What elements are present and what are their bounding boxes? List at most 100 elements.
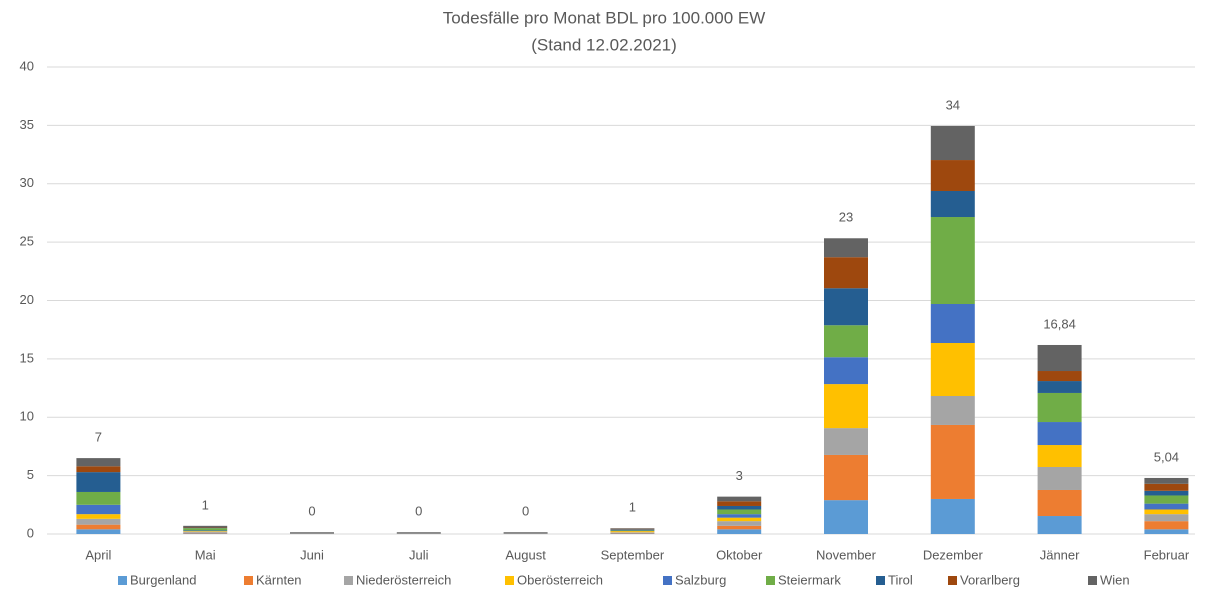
- bar-segment: [1144, 483, 1189, 491]
- total-label: 1: [629, 500, 636, 515]
- y-tick-label: 40: [20, 58, 34, 73]
- bar-segment: [183, 527, 228, 529]
- total-label: 5,04: [1154, 449, 1179, 464]
- bar-segment: [824, 500, 868, 534]
- legend-swatch: [876, 576, 885, 585]
- legend-swatch: [118, 576, 127, 585]
- bar-segment: [717, 521, 762, 526]
- chart-subtitle: (Stand 12.02.2021): [531, 35, 677, 54]
- bar-segment: [76, 524, 121, 530]
- bar-segment: [610, 529, 655, 530]
- total-label: 34: [946, 97, 960, 112]
- total-label: 0: [522, 504, 529, 519]
- bar-segment: [930, 498, 975, 534]
- y-tick-label: 15: [20, 350, 34, 365]
- x-tick-label: April: [85, 547, 111, 562]
- x-tick-label: Mai: [195, 547, 216, 562]
- y-tick-label: 10: [20, 409, 34, 424]
- bar-segment: [824, 357, 868, 385]
- bar-segment: [610, 528, 655, 530]
- bar-segment: [930, 190, 975, 218]
- bar-segment: [76, 458, 121, 467]
- bar-segment: [824, 257, 868, 289]
- legend-label: Oberösterreich: [517, 572, 603, 587]
- bar-segment: [183, 533, 228, 534]
- bar-segment: [290, 532, 334, 534]
- bar-segment: [183, 531, 228, 532]
- legend-swatch: [244, 576, 253, 585]
- bar-segment: [290, 533, 334, 534]
- bar-segment: [717, 529, 762, 534]
- legend-label: Salzburg: [675, 572, 726, 587]
- x-tick-label: November: [816, 547, 877, 562]
- bar-segment: [1144, 490, 1189, 496]
- legend-label: Niederösterreich: [356, 572, 451, 587]
- bar-segment: [1037, 381, 1082, 393]
- legend-swatch: [766, 576, 775, 585]
- bar-segment: [76, 466, 121, 473]
- bar-segment: [183, 530, 228, 532]
- legend-label: Tirol: [888, 572, 913, 587]
- bar-segment: [183, 526, 228, 528]
- bar-segment: [824, 384, 868, 429]
- x-tick-label: Juli: [409, 547, 429, 562]
- bar-segment: [1144, 514, 1189, 522]
- legend-label: Steiermark: [778, 572, 841, 587]
- bar-segment: [1037, 392, 1082, 423]
- bar-segment: [1037, 466, 1082, 490]
- bar-segment: [824, 428, 868, 455]
- bar-segment: [930, 160, 975, 191]
- bar-segment: [183, 531, 228, 533]
- bar-segment: [930, 424, 975, 499]
- bar-segment: [183, 525, 228, 527]
- total-label: 7: [95, 430, 102, 445]
- total-label: 23: [839, 210, 853, 225]
- x-tick-label: Dezember: [923, 547, 984, 562]
- bar-segment: [1144, 477, 1189, 484]
- bar-segment: [717, 514, 762, 518]
- legend-swatch: [663, 576, 672, 585]
- bar-segment: [930, 304, 975, 343]
- total-label: 16,84: [1043, 316, 1076, 331]
- bar-segment: [717, 509, 762, 515]
- legend-label: Vorarlberg: [960, 572, 1020, 587]
- bar-segment: [717, 496, 762, 502]
- x-tick-label: Juni: [300, 547, 324, 562]
- legend-label: Kärnten: [256, 572, 302, 587]
- bar-segment: [76, 491, 121, 505]
- bar-segment: [930, 125, 975, 161]
- legend-label: Burgenland: [130, 572, 197, 587]
- bar-segment: [503, 533, 548, 534]
- y-tick-label: 35: [20, 117, 34, 132]
- bar-segment: [1037, 516, 1082, 534]
- total-label: 0: [415, 504, 422, 519]
- y-tick-label: 5: [27, 467, 34, 482]
- x-tick-label: Jänner: [1040, 547, 1080, 562]
- y-tick-label: 25: [20, 234, 34, 249]
- legend-swatch: [948, 576, 957, 585]
- legend-swatch: [505, 576, 514, 585]
- chart-title: Todesfälle pro Monat BDL pro 100.000 EW: [443, 8, 766, 27]
- bar-segment: [610, 528, 655, 529]
- y-tick-label: 20: [20, 292, 34, 307]
- bar-segment: [396, 532, 441, 534]
- legend-label: Wien: [1100, 572, 1130, 587]
- bar-segment: [1037, 422, 1082, 446]
- bar-segment: [183, 528, 228, 531]
- bar-segment: [76, 529, 121, 534]
- bar-segment: [1037, 344, 1082, 372]
- total-label: 1: [202, 497, 209, 512]
- bar-segment: [1037, 489, 1082, 517]
- bar-segment: [824, 288, 868, 326]
- bar-segment: [717, 505, 762, 510]
- bar-segment: [1037, 371, 1082, 382]
- bar-segment: [76, 504, 121, 515]
- total-label: 0: [308, 504, 315, 519]
- x-tick-label: Oktober: [716, 547, 763, 562]
- bar-segment: [610, 533, 655, 534]
- bar-segment: [76, 514, 121, 519]
- legend-swatch: [344, 576, 353, 585]
- bar-segment: [183, 532, 228, 534]
- bar-segment: [1144, 509, 1189, 515]
